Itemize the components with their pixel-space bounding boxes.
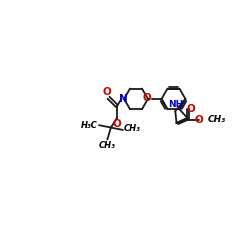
Text: O: O — [142, 93, 151, 103]
Text: O: O — [194, 114, 203, 124]
Text: O: O — [103, 87, 112, 97]
Text: O: O — [187, 104, 196, 115]
Text: CH₃: CH₃ — [99, 141, 116, 150]
Text: N: N — [119, 94, 128, 104]
Text: CH₃: CH₃ — [208, 115, 226, 124]
Text: CH₃: CH₃ — [124, 124, 140, 134]
Text: H₃C: H₃C — [81, 121, 98, 130]
Text: O: O — [112, 119, 121, 129]
Text: NH: NH — [168, 100, 184, 109]
